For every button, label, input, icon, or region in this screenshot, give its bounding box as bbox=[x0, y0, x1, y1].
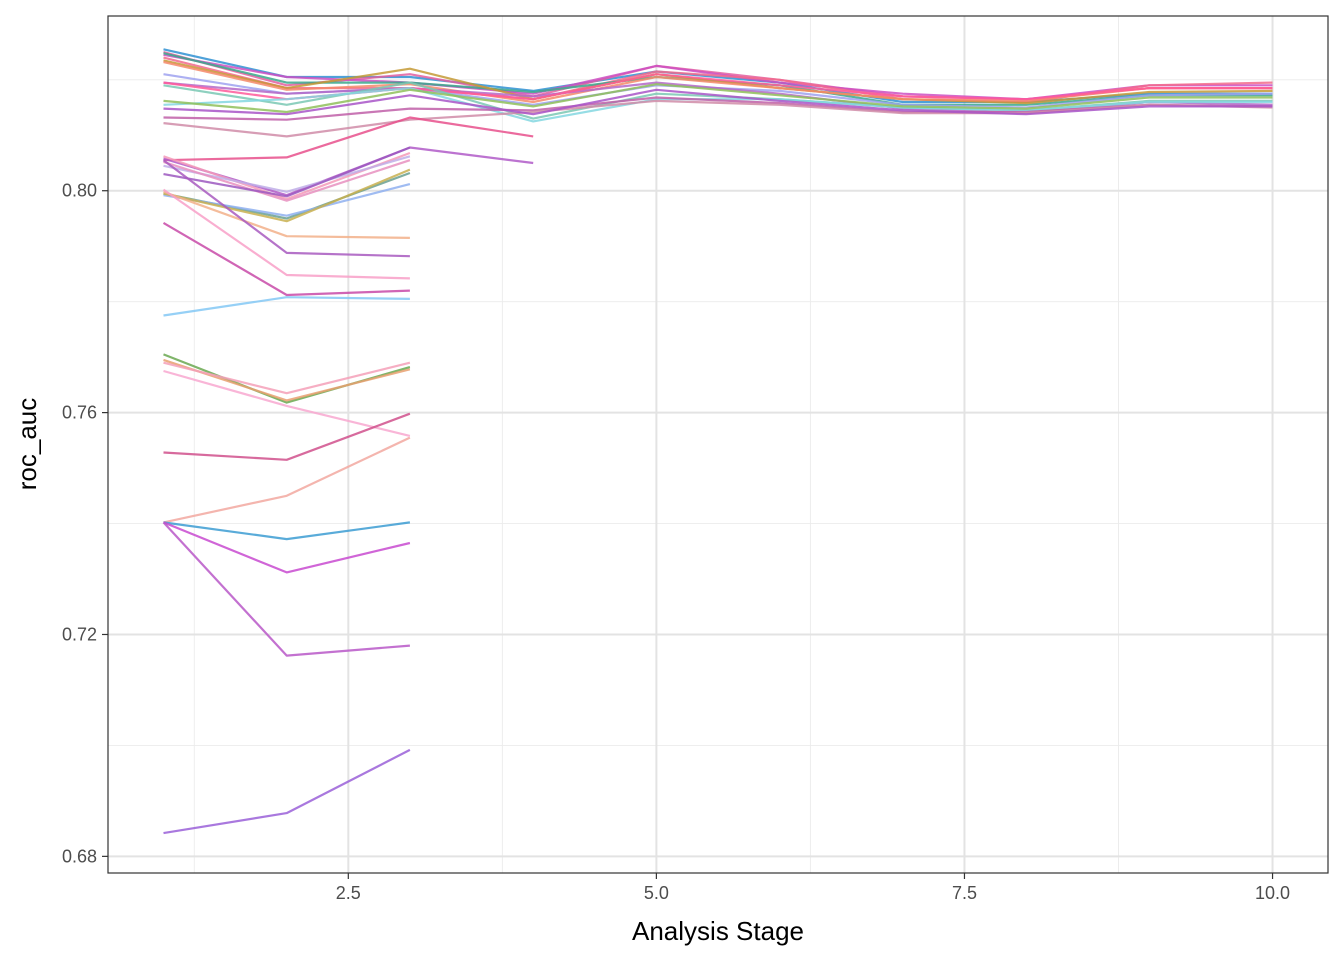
y-axis-ticks: 0.68 0.72 0.76 0.80 bbox=[62, 181, 108, 866]
series-lines bbox=[162, 48, 1273, 835]
series-line-29 bbox=[162, 221, 410, 297]
major-gridlines bbox=[108, 16, 1328, 873]
plot-panel bbox=[108, 16, 1328, 873]
series-line-26 bbox=[163, 190, 410, 239]
x-axis-ticks: 2.5 5.0 7.5 10.0 bbox=[336, 873, 1290, 903]
series-line-15 bbox=[163, 99, 1273, 138]
y-tick-label: 0.68 bbox=[62, 846, 97, 866]
series-line-28 bbox=[162, 188, 410, 280]
series-line-36 bbox=[163, 436, 411, 524]
x-tick-label: 7.5 bbox=[952, 883, 977, 903]
y-tick-label: 0.80 bbox=[62, 181, 97, 201]
series-line-40 bbox=[163, 748, 411, 835]
series-line-30 bbox=[163, 296, 410, 317]
series-line-27 bbox=[162, 159, 410, 258]
x-axis-title: Analysis Stage bbox=[632, 916, 804, 946]
y-axis-title: roc_auc bbox=[12, 398, 42, 491]
series-line-35 bbox=[163, 412, 411, 461]
series-line-6 bbox=[163, 59, 1273, 105]
series-line-16 bbox=[163, 88, 1273, 116]
series-line-38 bbox=[163, 521, 411, 574]
series-line-22 bbox=[163, 146, 411, 198]
x-tick-label: 10.0 bbox=[1255, 883, 1290, 903]
series-line-39 bbox=[162, 521, 410, 657]
series-line-13 bbox=[163, 83, 1273, 114]
series-line-3 bbox=[163, 53, 1273, 101]
series-line-34 bbox=[163, 369, 411, 437]
series-line-21 bbox=[163, 159, 411, 202]
series-line-33 bbox=[163, 361, 411, 395]
plot-border bbox=[107, 15, 1329, 874]
series-line-37 bbox=[163, 521, 411, 541]
series-line-17 bbox=[163, 116, 534, 162]
series-line-25 bbox=[163, 168, 411, 223]
y-tick-label: 0.76 bbox=[62, 403, 97, 423]
x-tick-label: 2.5 bbox=[336, 883, 361, 903]
y-tick-label: 0.72 bbox=[62, 624, 97, 644]
x-tick-label: 5.0 bbox=[644, 883, 669, 903]
